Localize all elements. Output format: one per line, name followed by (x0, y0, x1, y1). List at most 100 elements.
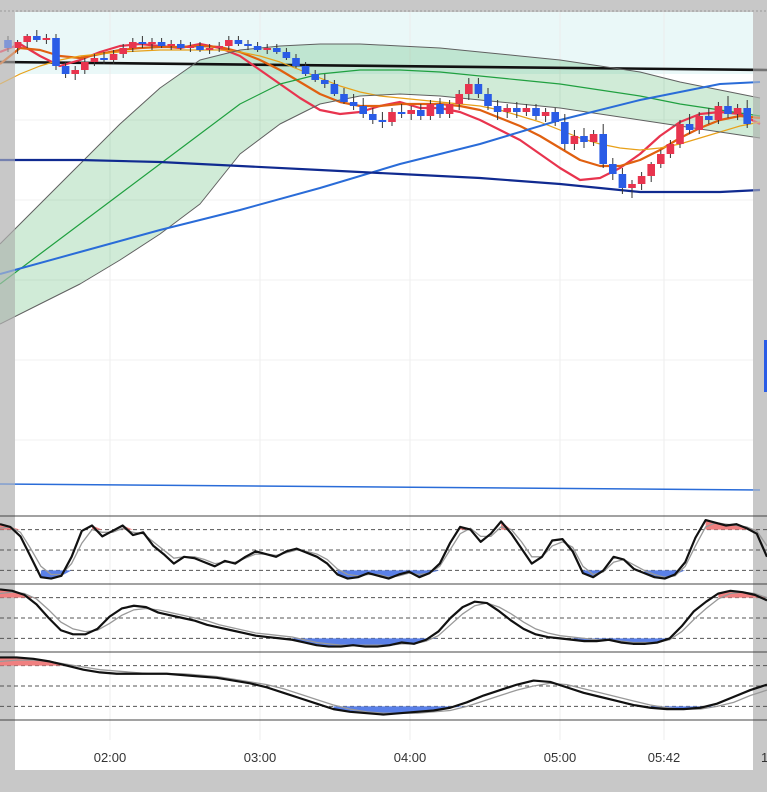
candle-body (369, 114, 377, 120)
candle-body (71, 70, 79, 74)
candle-body (52, 38, 60, 66)
grid (15, 12, 753, 740)
x-tick-label: 03:00 (244, 750, 277, 765)
candle-body (436, 104, 444, 114)
candle-body (61, 66, 70, 74)
candle-body (186, 46, 195, 48)
candle-body (13, 42, 22, 48)
candle-body (340, 94, 348, 102)
candle-body (503, 108, 511, 112)
candle-body (474, 84, 483, 94)
x-tick-label: 05:00 (544, 750, 577, 765)
oscillator-signal-line (0, 659, 767, 714)
oscillator-main-line (0, 656, 767, 716)
candle-body (81, 62, 89, 70)
candle-body (705, 116, 713, 120)
candle-body (196, 46, 204, 50)
candle-body (637, 176, 646, 184)
candle-body (148, 42, 156, 44)
candle-body (378, 120, 387, 122)
candle-body (167, 44, 175, 46)
candle-body (522, 108, 531, 112)
candle-body (205, 48, 214, 50)
right-edge-marker (764, 340, 767, 392)
candle-body (263, 48, 271, 50)
candle-body (666, 144, 675, 154)
candle-body (282, 52, 291, 58)
candle-body (407, 110, 415, 114)
candle-body (685, 124, 694, 130)
candle-body (388, 112, 396, 122)
candle-body (589, 134, 598, 142)
long-ma-2-line (0, 158, 761, 194)
oscillator-main-line (0, 588, 767, 648)
candle-body (42, 38, 51, 40)
candle-body (417, 110, 425, 116)
band-mid-line (0, 69, 761, 285)
x-tick-label: 02:00 (94, 750, 127, 765)
candle-body (609, 164, 617, 174)
candle-body (493, 106, 502, 112)
candle-body (484, 94, 492, 106)
candle-body (177, 44, 185, 48)
candle-body (311, 74, 319, 80)
candle-body (628, 184, 636, 188)
candle-body (465, 84, 473, 94)
candle-body (359, 106, 367, 114)
right-margin (753, 12, 767, 518)
band-lower-line (0, 93, 761, 325)
x-tick-label: 04:00 (394, 750, 427, 765)
candle-body (724, 106, 732, 114)
left-margin (0, 12, 15, 518)
candle-body (426, 104, 435, 116)
candle-body (733, 108, 742, 114)
candle-body (273, 48, 281, 52)
candle-body (714, 106, 723, 120)
band-upper-line (0, 43, 761, 245)
horizontal-level-line (0, 60, 767, 72)
candle-body (23, 36, 31, 42)
x-axis: 02:00 03:00 04:00 05:00 05:42 1 (94, 750, 767, 765)
candle-body (676, 124, 684, 144)
band-fill (0, 44, 760, 324)
candle-body (215, 46, 223, 48)
candle-body (455, 94, 463, 104)
candle-body (541, 112, 550, 116)
candle-body (244, 44, 252, 46)
candle-body (119, 48, 127, 54)
candle-body (647, 164, 655, 176)
candle-body (570, 136, 579, 144)
candle-body (349, 102, 358, 106)
candle-body (695, 116, 703, 130)
candle-body (561, 122, 569, 144)
candle-body (321, 80, 329, 84)
candle-body (551, 112, 559, 122)
candle-body (33, 36, 41, 40)
candle-body (253, 46, 262, 50)
candle-body (225, 40, 233, 46)
candle-body (743, 108, 751, 124)
candle-body (532, 108, 540, 116)
candle-body (129, 42, 137, 48)
candle-body (100, 58, 108, 60)
candle-body (109, 54, 118, 60)
x-tick-label-partial: 1 (761, 750, 767, 765)
candle-body (445, 104, 454, 114)
candle-body (330, 84, 339, 94)
long-ma-1-line (0, 81, 761, 275)
candle-body (157, 42, 166, 46)
oscillator-main-line (0, 518, 767, 580)
candle-body (397, 112, 406, 114)
overbought-fill (0, 657, 67, 666)
oscillator-panels[interactable] (0, 515, 767, 721)
x-tick-label: 05:42 (648, 750, 681, 765)
oversold-fill (333, 706, 717, 715)
candle-body (292, 58, 300, 66)
candle-body (138, 42, 147, 44)
candle-body (618, 174, 627, 188)
candle-body (90, 58, 99, 62)
main-panel[interactable] (0, 12, 767, 518)
candle-body (234, 40, 243, 44)
